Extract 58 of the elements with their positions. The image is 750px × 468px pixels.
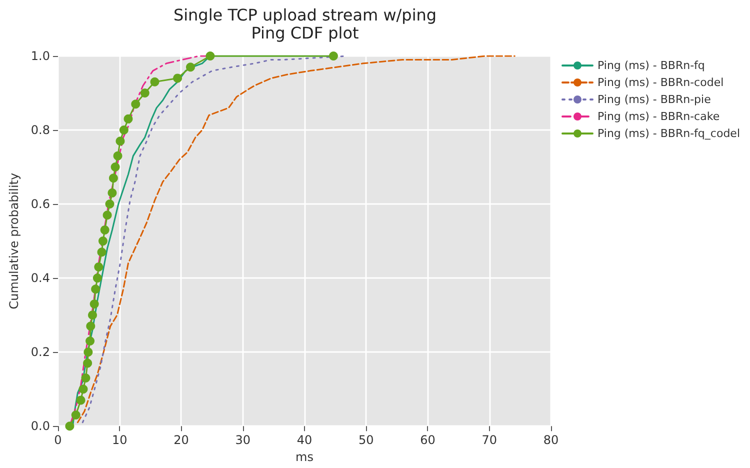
point <box>98 236 108 246</box>
point <box>84 348 93 357</box>
x-tick-label: 40 <box>296 433 312 448</box>
x-tick-label: 50 <box>358 433 374 448</box>
point <box>71 410 80 420</box>
legend-label: Ping (ms) - BBRn-fq <box>597 59 705 72</box>
point <box>116 136 125 146</box>
point <box>108 174 118 183</box>
y-tick-label: 0.2 <box>30 345 50 360</box>
chart-title: Single TCP upload stream w/ping <box>173 6 437 24</box>
point <box>173 74 182 83</box>
y-tick-label: 1.0 <box>30 49 50 63</box>
legend-label: Ping (ms) - BBRn-codel <box>597 76 724 89</box>
point <box>108 188 117 198</box>
point <box>86 322 96 331</box>
x-tick-label: 10 <box>112 433 128 448</box>
point <box>76 396 86 405</box>
x-tick-label: 80 <box>543 433 559 448</box>
point <box>90 299 99 308</box>
point <box>83 358 92 368</box>
x-tick-label: 60 <box>420 433 436 448</box>
point <box>124 114 133 124</box>
point <box>94 262 104 272</box>
legend-label: Ping (ms) - BBRn-cake <box>597 110 720 123</box>
y-tick-label: 0.4 <box>30 271 50 286</box>
point <box>140 88 150 98</box>
point <box>328 52 338 60</box>
y-tick-label: 0.8 <box>30 123 50 138</box>
point <box>110 162 120 172</box>
point <box>65 422 74 431</box>
point <box>150 77 160 86</box>
y-axis-title: Cumulative probability <box>7 172 21 310</box>
point <box>91 284 100 294</box>
y-tick-label: 0.0 <box>30 419 50 434</box>
point <box>86 336 95 346</box>
x-axis-title: ms <box>296 450 314 464</box>
point <box>131 100 140 109</box>
line-series <box>76 55 516 424</box>
point <box>88 310 97 320</box>
point <box>186 62 195 72</box>
x-tick-label: 0 <box>54 433 62 448</box>
point <box>100 225 110 234</box>
point <box>113 151 122 160</box>
point <box>105 200 114 209</box>
chart-subtitle: Ping CDF plot <box>251 24 359 42</box>
point <box>102 210 112 220</box>
y-tick-label: 0.6 <box>30 197 50 212</box>
point <box>92 274 102 283</box>
point <box>78 384 88 394</box>
point <box>119 126 128 135</box>
x-tick-label: 30 <box>235 433 251 448</box>
point <box>206 52 215 60</box>
x-tick-label: 70 <box>482 433 498 448</box>
x-tick-label: 20 <box>174 433 189 448</box>
point <box>97 248 106 257</box>
legend-label: Ping (ms) - BBRn-fq_codel <box>597 127 740 140</box>
legend-label: Ping (ms) - BBRn-pie <box>597 93 712 106</box>
point <box>81 373 90 382</box>
